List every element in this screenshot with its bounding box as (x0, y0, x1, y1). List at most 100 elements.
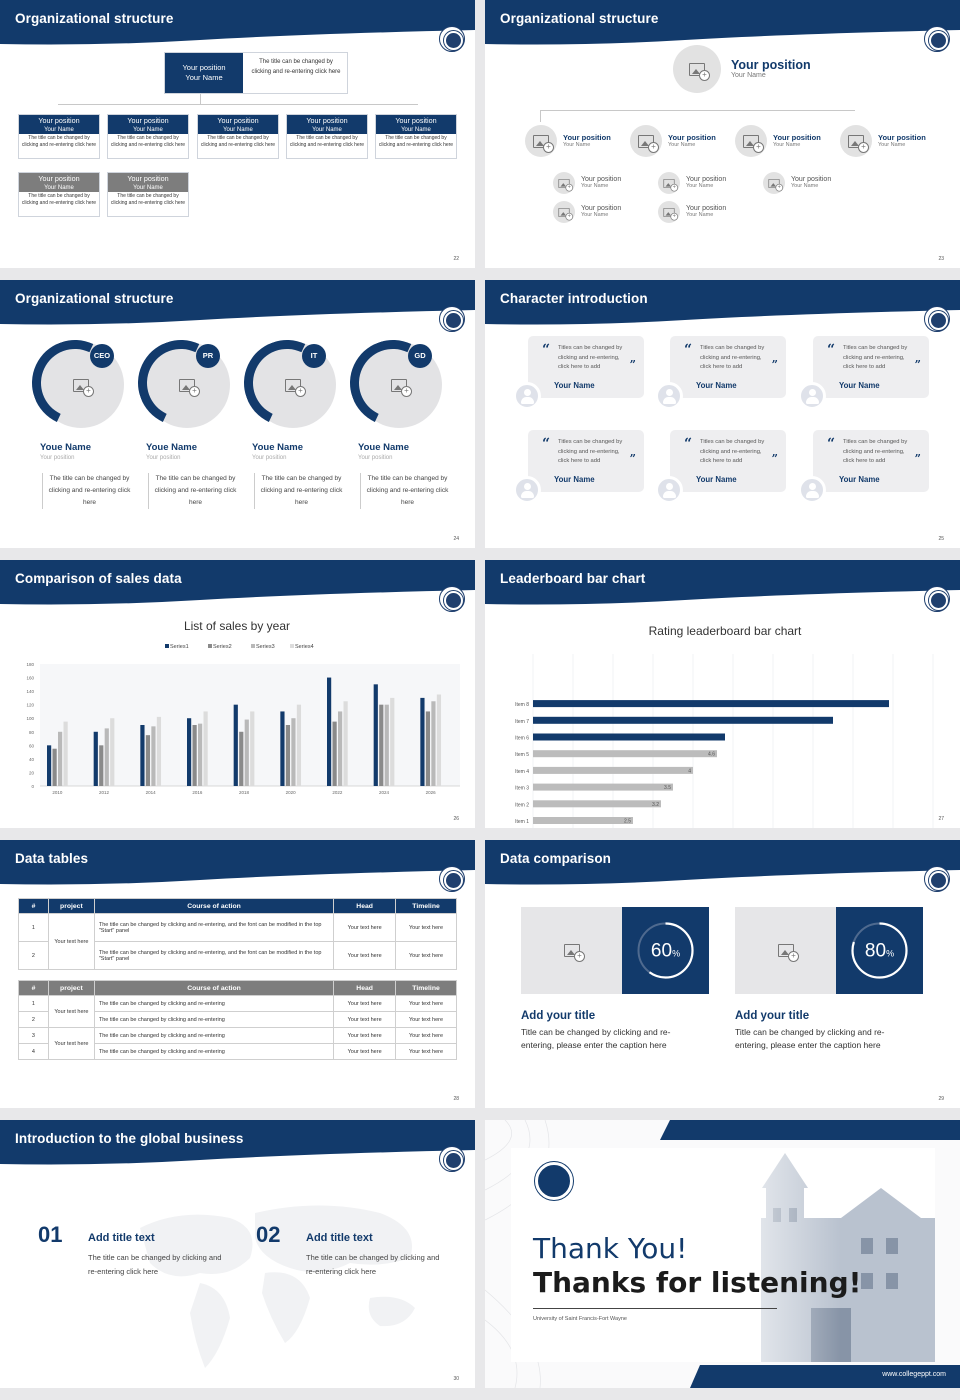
avatar (525, 125, 557, 157)
slide-25[interactable]: Character introduction “ ” Titles can be c… (485, 280, 960, 548)
legend-swatch (208, 644, 212, 648)
bar (203, 711, 208, 786)
slide-title: Organizational structure (15, 291, 174, 306)
bar (192, 725, 197, 786)
x-tick-label: 2020 (286, 790, 297, 795)
item-title: Add your title (521, 1010, 596, 1022)
table-row: 4 The title can be changed by clicking an… (18, 1043, 457, 1060)
y-tick-label: 80 (29, 730, 35, 735)
avatar (630, 125, 662, 157)
slide-22[interactable]: Organizational structure Your position Y… (0, 0, 475, 268)
timeline-cell: Your text here (395, 1027, 457, 1044)
chart-title: List of sales by year (184, 619, 290, 633)
slide-28[interactable]: Data tables # project Course of action Head… (0, 840, 475, 1108)
role-badge: GD (408, 344, 432, 368)
bar (533, 700, 889, 708)
quote-card: “ ” Titles can be changed by clicking and … (813, 336, 929, 398)
exec-position: Your position (358, 455, 393, 461)
y-tick-label: 180 (26, 662, 34, 667)
slide-title: Organizational structure (15, 11, 174, 26)
bar (533, 766, 693, 774)
exec-position: Your position (40, 455, 75, 461)
timeline-cell: Your text here (395, 995, 457, 1012)
bar (285, 725, 291, 786)
exec-position: Your position (252, 455, 287, 461)
org-box-header: Your position Your Name (19, 173, 99, 192)
bar (140, 725, 145, 786)
legend-swatch (165, 644, 169, 648)
slide-title: Comparison of sales data (15, 571, 182, 586)
quote-close-icon: ” (629, 452, 636, 465)
x-tick-label: 2012 (99, 790, 110, 795)
image-placeholder-icon (391, 378, 412, 397)
bar (63, 721, 68, 786)
table-header-cell: Head (333, 980, 397, 996)
quote-author: Your Name (554, 475, 595, 484)
data-label: 3.5 (664, 785, 671, 791)
image-placeholder (735, 907, 837, 994)
exec-position: Your position (146, 455, 181, 461)
x-tick-label: 2022 (332, 790, 343, 795)
slide-30[interactable]: Introduction to the global business 01 Ad… (0, 1120, 475, 1388)
org-box-text: The title can be changed by clicking and… (110, 193, 186, 206)
quote-text: Titles can be changed by clicking and re… (700, 439, 765, 464)
image-placeholder-icon (689, 62, 710, 81)
table-header-cell: project (47, 980, 95, 996)
quote-text: Titles can be changed by clicking and re… (558, 345, 623, 370)
progress-value: 60% (651, 941, 680, 962)
progress-arc (851, 922, 908, 979)
university-seal-icon (924, 26, 950, 52)
avatar (763, 172, 785, 194)
slide-24[interactable]: Organizational structure CEO Youe Name You… (0, 280, 475, 548)
role-badge: PR (196, 344, 220, 368)
quote-close-icon: ” (629, 358, 636, 371)
progress-arc (637, 922, 694, 979)
image-placeholder-icon (558, 207, 574, 221)
bar (332, 721, 337, 786)
bar (250, 711, 255, 786)
bar (533, 800, 661, 808)
progress-panel: 60% (622, 907, 709, 994)
slide-23[interactable]: Organizational structure Your positionYo… (485, 0, 960, 268)
bar (47, 745, 52, 786)
org-box-name: Your Name (133, 184, 163, 191)
data-label: 3.2 (652, 802, 659, 808)
org-box-name: Your Name (44, 126, 74, 133)
y-tick-label: 160 (26, 676, 34, 681)
university-seal-icon (924, 306, 950, 332)
slide-29[interactable]: Data comparison 60% Add your title Title c… (485, 840, 960, 1108)
bar (198, 723, 203, 786)
slide-31[interactable]: Thank You! Thanks for listening! Univers… (485, 1120, 960, 1388)
timeline-cell: Your text here (395, 913, 457, 942)
page-number: 30 (453, 1376, 459, 1382)
data-label: 4.6 (708, 752, 715, 758)
bar (99, 745, 104, 786)
action-cell: The title can be changed by clicking and… (93, 1011, 335, 1028)
slide-26[interactable]: Comparison of sales data List of sales b… (0, 560, 475, 828)
progress-panel: 80% (836, 907, 923, 994)
website-url[interactable]: www.collegeppt.com (882, 1371, 946, 1378)
quote-author: Your Name (554, 381, 595, 390)
bar (104, 728, 109, 786)
table-row: 1 Your text here The title can be changed … (18, 913, 457, 970)
bar (291, 718, 296, 786)
user-avatar-icon (513, 476, 541, 504)
slide-27[interactable]: Leaderboard bar chart Rating leaderboard… (485, 560, 960, 828)
image-placeholder-icon (663, 178, 679, 192)
y-tick-label: Item 8 (515, 702, 529, 708)
org-box-name: Your Name (133, 126, 163, 133)
quote-card: “ ” Titles can be changed by clicking and … (528, 336, 644, 398)
x-tick-label: 2026 (426, 790, 437, 795)
exec-name: Youe Name (146, 442, 198, 453)
org-box-text: The title can be changed by clicking and… (378, 135, 454, 148)
quote-text: Titles can be changed by clicking and re… (700, 345, 765, 370)
table-header-cell: Head (333, 898, 397, 914)
data-label: 4 (688, 768, 691, 774)
node-label: Your position Your Name (773, 133, 821, 148)
quote-open-icon: “ (827, 342, 836, 358)
bar (384, 704, 389, 786)
thank-you-card: Thank You! Thanks for listening! Univers… (511, 1148, 935, 1362)
bar (379, 704, 384, 786)
row-number: 3 (18, 1027, 49, 1044)
y-tick-label: 140 (26, 689, 34, 694)
